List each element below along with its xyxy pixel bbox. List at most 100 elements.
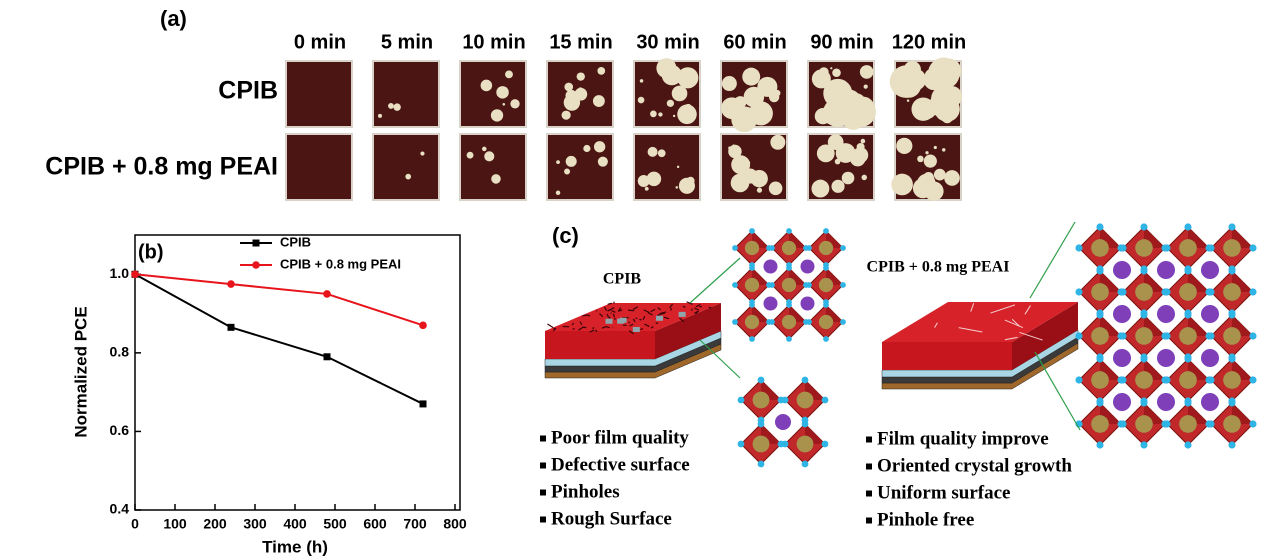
grain-boundary [663, 316, 670, 320]
halide-atom [1119, 376, 1127, 384]
grain-boundary [679, 317, 685, 323]
film-sample [374, 62, 438, 126]
degradation-spot [420, 151, 425, 156]
halide-atom [786, 265, 792, 271]
degradation-spot [896, 137, 913, 154]
halide-atom [786, 302, 792, 308]
halide-atom [786, 228, 792, 234]
degradation-spot [832, 68, 841, 78]
b-site-atom [1223, 415, 1241, 433]
pinhole [632, 326, 640, 332]
degradation-spot [647, 146, 658, 157]
degradation-spot [728, 144, 742, 159]
b-site-atom [1179, 327, 1197, 345]
degradation-spot [671, 85, 688, 102]
degradation-spot [676, 165, 680, 169]
film-sample [374, 135, 438, 199]
degradation-spot [841, 105, 866, 130]
halide-atom [732, 319, 738, 325]
degradation-spot [675, 186, 679, 189]
halide-atom [757, 420, 765, 428]
b-site-atom [1179, 239, 1197, 257]
panel-label: (a) [160, 6, 187, 31]
bullet [866, 463, 872, 470]
halide-atom [1228, 355, 1236, 363]
point-text: Defective surface [551, 454, 690, 475]
halide-atom [1163, 332, 1171, 340]
grain-boundary [1019, 331, 1043, 341]
b-site-atom [796, 391, 814, 409]
time-label: 30 min [636, 31, 699, 53]
film-sample [287, 62, 351, 126]
halide-atom [1163, 420, 1171, 428]
halide-atom [749, 302, 755, 308]
degradation-spot [906, 99, 910, 102]
b-site-atom [1179, 283, 1197, 301]
degradation-spot [637, 96, 645, 104]
b-site-atom [1091, 415, 1109, 433]
grain-boundary [607, 302, 612, 305]
pointer [699, 339, 741, 379]
x-tick-label: 400 [283, 516, 307, 532]
halide-atom [781, 396, 789, 404]
degradation-spot [819, 67, 829, 77]
degradation-spot [666, 99, 675, 107]
bullet [866, 490, 872, 497]
point-text: Rough Surface [551, 508, 672, 529]
degradation-spot [748, 90, 763, 105]
halide-atom [749, 336, 755, 342]
halide-atom [840, 282, 846, 288]
halide-atom [1119, 288, 1127, 296]
degradation-spot [510, 99, 520, 109]
a-site-atom [763, 296, 778, 311]
degradation-spot [576, 72, 585, 81]
halide-atom [823, 265, 829, 271]
halide-atom [1249, 376, 1257, 384]
grain-boundary [650, 326, 654, 329]
degradation-spot [721, 97, 743, 120]
a-site-atom [1201, 305, 1219, 323]
pinhole [655, 315, 663, 321]
degradation-spot [757, 76, 778, 97]
halide-atom [737, 440, 745, 448]
grain-boundary [642, 315, 646, 320]
x-tick-label: 800 [443, 516, 467, 532]
b-site-atom [796, 435, 814, 453]
time-label: 120 min [892, 31, 966, 53]
a-site-atom [800, 296, 815, 311]
halide-atom [1119, 332, 1127, 340]
grain-boundary [592, 327, 595, 329]
a-site-atom [1201, 261, 1219, 279]
b-site-atom [1223, 239, 1241, 257]
degradation-spot [923, 154, 937, 168]
data-point [323, 290, 331, 298]
grain-boundary [691, 308, 693, 311]
b-site-atom [1223, 283, 1241, 301]
halide-atom [1075, 376, 1083, 384]
b-site-atom [1223, 327, 1241, 345]
degradation-spot [658, 112, 663, 117]
halide-atom [1184, 399, 1192, 407]
halide-atom [1249, 244, 1257, 252]
pinhole [678, 311, 686, 317]
halide-atom [1096, 399, 1104, 407]
grain-boundary [627, 309, 635, 312]
degradation-spot [564, 82, 574, 92]
pointer [689, 257, 741, 304]
halide-atom [1249, 288, 1257, 296]
degradation-spot [490, 109, 504, 122]
grain-boundary [657, 307, 661, 311]
b-site-atom [1179, 371, 1197, 389]
degradation-spot [583, 144, 591, 153]
pinhole [617, 318, 625, 324]
grain-boundary [695, 303, 701, 308]
b-site-atom [1091, 327, 1109, 345]
degradation-spot [481, 146, 487, 152]
row-label: CPIB [218, 77, 278, 105]
grain-boundary [639, 318, 642, 321]
b-site-atom [1135, 371, 1153, 389]
grain-boundary [686, 301, 693, 305]
degradation-spot [480, 79, 493, 92]
grain-boundary [595, 329, 598, 333]
degradation-spot [906, 142, 911, 147]
